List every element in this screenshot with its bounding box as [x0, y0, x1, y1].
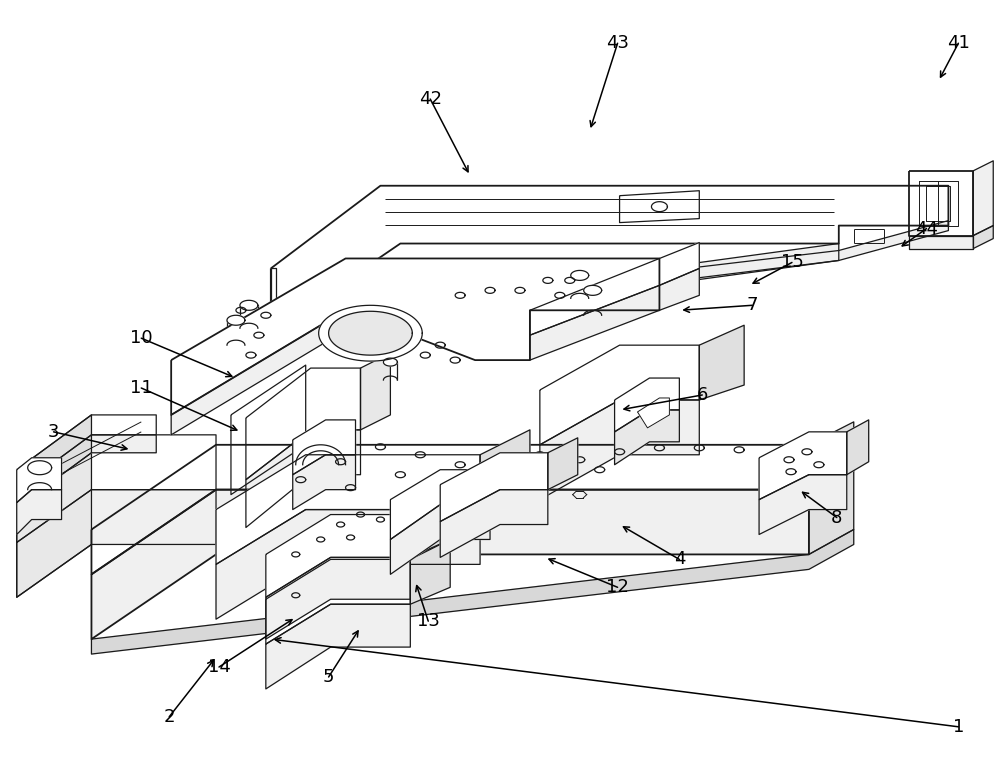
Polygon shape: [383, 358, 397, 366]
Text: 1: 1: [953, 718, 964, 736]
Polygon shape: [615, 410, 679, 465]
Text: 14: 14: [208, 658, 230, 676]
Polygon shape: [271, 305, 291, 328]
Text: 5: 5: [323, 668, 334, 686]
Polygon shape: [615, 378, 679, 432]
Polygon shape: [266, 558, 410, 639]
Polygon shape: [292, 593, 300, 597]
Text: 43: 43: [606, 34, 629, 52]
Polygon shape: [17, 490, 62, 534]
Text: 15: 15: [781, 254, 803, 271]
Polygon shape: [699, 325, 744, 400]
Polygon shape: [909, 236, 973, 249]
Polygon shape: [291, 221, 948, 328]
Polygon shape: [360, 353, 390, 430]
Polygon shape: [638, 398, 669, 428]
Polygon shape: [571, 271, 589, 280]
Polygon shape: [548, 438, 578, 490]
Text: 2: 2: [163, 707, 175, 726]
Text: 8: 8: [831, 509, 842, 526]
Polygon shape: [28, 461, 52, 475]
Polygon shape: [410, 495, 450, 558]
Polygon shape: [91, 530, 854, 654]
Polygon shape: [759, 475, 847, 534]
Text: 3: 3: [48, 423, 59, 441]
Polygon shape: [240, 300, 258, 310]
Polygon shape: [17, 415, 156, 490]
Polygon shape: [17, 490, 216, 597]
Polygon shape: [17, 415, 91, 508]
Polygon shape: [246, 368, 360, 480]
Polygon shape: [171, 258, 659, 415]
Polygon shape: [17, 434, 216, 542]
Polygon shape: [926, 186, 950, 221]
Polygon shape: [293, 455, 356, 509]
Text: 44: 44: [915, 220, 938, 238]
Text: 11: 11: [130, 379, 153, 397]
Polygon shape: [440, 452, 548, 522]
Polygon shape: [171, 310, 346, 434]
Polygon shape: [216, 455, 480, 565]
Polygon shape: [759, 432, 847, 500]
Text: 41: 41: [947, 34, 970, 52]
Polygon shape: [410, 540, 450, 604]
Polygon shape: [271, 186, 948, 318]
Polygon shape: [490, 452, 525, 505]
Polygon shape: [266, 515, 410, 597]
Polygon shape: [540, 346, 699, 445]
Polygon shape: [540, 400, 699, 500]
Polygon shape: [530, 243, 699, 335]
Polygon shape: [919, 181, 958, 225]
Polygon shape: [266, 559, 410, 644]
Polygon shape: [329, 311, 412, 355]
Polygon shape: [480, 430, 530, 509]
Polygon shape: [231, 365, 306, 495]
Text: 42: 42: [419, 90, 442, 108]
Polygon shape: [847, 420, 869, 475]
Polygon shape: [809, 422, 854, 555]
Text: 13: 13: [417, 612, 440, 630]
Polygon shape: [440, 490, 548, 558]
Polygon shape: [216, 509, 480, 619]
Text: 4: 4: [674, 551, 685, 569]
Polygon shape: [227, 315, 245, 325]
Polygon shape: [390, 470, 490, 540]
Polygon shape: [91, 490, 809, 639]
Polygon shape: [584, 285, 602, 296]
Polygon shape: [246, 430, 360, 527]
Polygon shape: [91, 445, 809, 574]
Polygon shape: [17, 458, 62, 502]
Polygon shape: [620, 191, 699, 222]
Polygon shape: [973, 225, 993, 249]
Polygon shape: [271, 268, 276, 318]
Polygon shape: [530, 268, 699, 360]
Polygon shape: [319, 305, 422, 361]
Polygon shape: [17, 434, 91, 597]
Text: 12: 12: [606, 578, 629, 596]
Text: 7: 7: [746, 296, 758, 314]
Polygon shape: [293, 420, 356, 475]
Text: 10: 10: [130, 329, 153, 347]
Text: 6: 6: [697, 386, 708, 404]
Polygon shape: [291, 243, 839, 335]
Polygon shape: [973, 161, 993, 236]
Polygon shape: [266, 604, 410, 689]
Polygon shape: [390, 505, 490, 574]
Polygon shape: [17, 434, 156, 508]
Polygon shape: [909, 171, 973, 236]
